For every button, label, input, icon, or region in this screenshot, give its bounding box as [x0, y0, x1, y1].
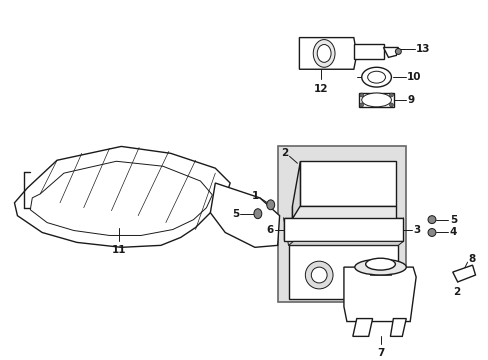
Ellipse shape: [359, 93, 363, 97]
Polygon shape: [452, 265, 474, 282]
Text: 11: 11: [112, 246, 126, 255]
Ellipse shape: [253, 209, 261, 219]
Bar: [277, 147, 406, 302]
Text: 4: 4: [449, 228, 456, 238]
Ellipse shape: [395, 49, 401, 54]
Ellipse shape: [359, 103, 363, 107]
Polygon shape: [288, 246, 398, 299]
Ellipse shape: [313, 40, 334, 67]
Ellipse shape: [266, 200, 274, 210]
Text: 13: 13: [415, 45, 430, 54]
Text: 5: 5: [231, 209, 239, 219]
Ellipse shape: [388, 103, 392, 107]
Ellipse shape: [361, 93, 390, 107]
Bar: [302, 163, 394, 203]
Ellipse shape: [365, 258, 395, 270]
Text: 8: 8: [468, 254, 475, 264]
Text: 10: 10: [407, 72, 421, 82]
Ellipse shape: [305, 261, 332, 289]
Ellipse shape: [388, 93, 392, 97]
Polygon shape: [15, 147, 230, 247]
Text: 1: 1: [251, 191, 258, 201]
Ellipse shape: [317, 45, 330, 62]
Ellipse shape: [427, 216, 435, 224]
Polygon shape: [210, 183, 279, 247]
Text: 2: 2: [452, 287, 459, 297]
Polygon shape: [389, 319, 406, 336]
Text: 12: 12: [313, 84, 328, 94]
Text: 9: 9: [407, 95, 413, 105]
Polygon shape: [288, 242, 403, 246]
Polygon shape: [352, 319, 372, 336]
Polygon shape: [292, 161, 300, 219]
Ellipse shape: [361, 67, 390, 87]
Ellipse shape: [367, 71, 385, 83]
Polygon shape: [283, 218, 403, 242]
Polygon shape: [383, 48, 398, 57]
Ellipse shape: [354, 259, 406, 275]
Polygon shape: [299, 37, 356, 69]
Text: 5: 5: [449, 215, 456, 225]
Ellipse shape: [427, 229, 435, 237]
Polygon shape: [358, 93, 394, 107]
Polygon shape: [368, 265, 392, 275]
Polygon shape: [300, 161, 396, 206]
Text: 6: 6: [266, 225, 273, 234]
Polygon shape: [292, 206, 396, 219]
Text: 3: 3: [412, 225, 420, 234]
Ellipse shape: [311, 267, 326, 283]
Polygon shape: [353, 44, 383, 59]
Text: 2: 2: [281, 148, 288, 158]
Polygon shape: [343, 267, 415, 321]
Text: 7: 7: [376, 348, 384, 358]
